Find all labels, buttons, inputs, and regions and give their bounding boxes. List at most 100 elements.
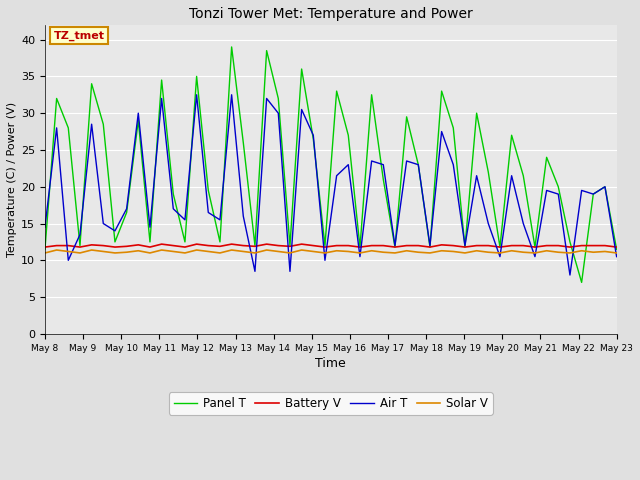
Battery V bbox=[99, 243, 107, 249]
Line: Battery V: Battery V bbox=[45, 244, 616, 247]
Panel T bbox=[484, 169, 492, 175]
Solar V bbox=[403, 248, 410, 253]
Air T bbox=[484, 221, 492, 227]
Battery V bbox=[484, 243, 492, 249]
Air T bbox=[601, 184, 609, 190]
Air T bbox=[356, 254, 364, 260]
Panel T bbox=[344, 132, 352, 138]
Solar V bbox=[484, 249, 492, 255]
Solar V bbox=[65, 249, 72, 254]
Battery V bbox=[170, 243, 177, 249]
Panel T bbox=[566, 239, 574, 245]
Battery V bbox=[426, 244, 434, 250]
Battery V bbox=[520, 243, 527, 249]
Battery V bbox=[543, 243, 550, 249]
Panel T bbox=[41, 246, 49, 252]
Battery V bbox=[181, 244, 189, 250]
Battery V bbox=[298, 241, 305, 247]
Battery V bbox=[286, 243, 294, 249]
Battery V bbox=[158, 241, 166, 247]
Air T bbox=[88, 121, 95, 127]
Battery V bbox=[333, 243, 340, 249]
Line: Panel T: Panel T bbox=[45, 47, 616, 282]
Panel T bbox=[321, 243, 329, 249]
Battery V bbox=[88, 242, 95, 248]
Battery V bbox=[76, 244, 84, 250]
Solar V bbox=[123, 249, 131, 255]
Battery V bbox=[216, 243, 224, 249]
Solar V bbox=[76, 250, 84, 256]
Air T bbox=[566, 272, 574, 278]
Solar V bbox=[275, 249, 282, 254]
Air T bbox=[403, 158, 410, 164]
Panel T bbox=[508, 132, 515, 138]
Air T bbox=[52, 125, 60, 131]
Battery V bbox=[612, 244, 620, 250]
Panel T bbox=[263, 48, 271, 53]
Solar V bbox=[52, 247, 60, 253]
Solar V bbox=[578, 248, 586, 253]
Panel T bbox=[193, 73, 200, 79]
Panel T bbox=[239, 140, 247, 145]
Solar V bbox=[239, 249, 247, 254]
Solar V bbox=[41, 250, 49, 256]
Battery V bbox=[41, 244, 49, 250]
Line: Solar V: Solar V bbox=[45, 250, 616, 253]
Air T bbox=[391, 243, 399, 249]
Battery V bbox=[275, 243, 282, 249]
Panel T bbox=[251, 243, 259, 249]
Battery V bbox=[228, 241, 236, 247]
Air T bbox=[146, 224, 154, 230]
Solar V bbox=[204, 249, 212, 254]
Title: Tonzi Tower Met: Temperature and Power: Tonzi Tower Met: Temperature and Power bbox=[189, 7, 473, 21]
Panel T bbox=[134, 118, 142, 123]
Solar V bbox=[344, 249, 352, 254]
Battery V bbox=[531, 244, 539, 250]
Panel T bbox=[146, 239, 154, 245]
Panel T bbox=[612, 246, 620, 252]
Solar V bbox=[380, 249, 387, 255]
Solar V bbox=[589, 249, 597, 255]
Panel T bbox=[76, 243, 84, 249]
Battery V bbox=[438, 242, 445, 248]
Solar V bbox=[286, 250, 294, 256]
Battery V bbox=[578, 243, 586, 249]
Air T bbox=[134, 110, 142, 116]
Air T bbox=[111, 228, 119, 234]
Solar V bbox=[531, 250, 539, 256]
Battery V bbox=[461, 244, 468, 250]
Air T bbox=[333, 173, 340, 179]
Solar V bbox=[158, 247, 166, 253]
Solar V bbox=[449, 249, 457, 254]
Solar V bbox=[298, 247, 305, 253]
Battery V bbox=[146, 244, 154, 250]
Solar V bbox=[520, 249, 527, 255]
Battery V bbox=[589, 243, 597, 249]
Air T bbox=[76, 232, 84, 238]
Battery V bbox=[251, 243, 259, 249]
Panel T bbox=[461, 244, 468, 250]
Panel T bbox=[449, 125, 457, 131]
Battery V bbox=[508, 243, 515, 249]
Panel T bbox=[228, 44, 236, 50]
Panel T bbox=[473, 110, 481, 116]
Air T bbox=[461, 243, 468, 249]
Panel T bbox=[204, 188, 212, 193]
Solar V bbox=[426, 250, 434, 256]
Battery V bbox=[111, 244, 119, 250]
Air T bbox=[275, 110, 282, 116]
Battery V bbox=[554, 243, 562, 249]
Battery V bbox=[239, 243, 247, 249]
Panel T bbox=[170, 191, 177, 197]
Air T bbox=[204, 210, 212, 216]
Battery V bbox=[601, 243, 609, 249]
Battery V bbox=[473, 243, 481, 249]
Text: TZ_tmet: TZ_tmet bbox=[54, 31, 104, 41]
Air T bbox=[41, 224, 49, 230]
Panel T bbox=[368, 92, 376, 97]
Air T bbox=[520, 221, 527, 227]
X-axis label: Time: Time bbox=[316, 357, 346, 370]
Solar V bbox=[146, 250, 154, 256]
Air T bbox=[415, 162, 422, 168]
Air T bbox=[181, 217, 189, 223]
